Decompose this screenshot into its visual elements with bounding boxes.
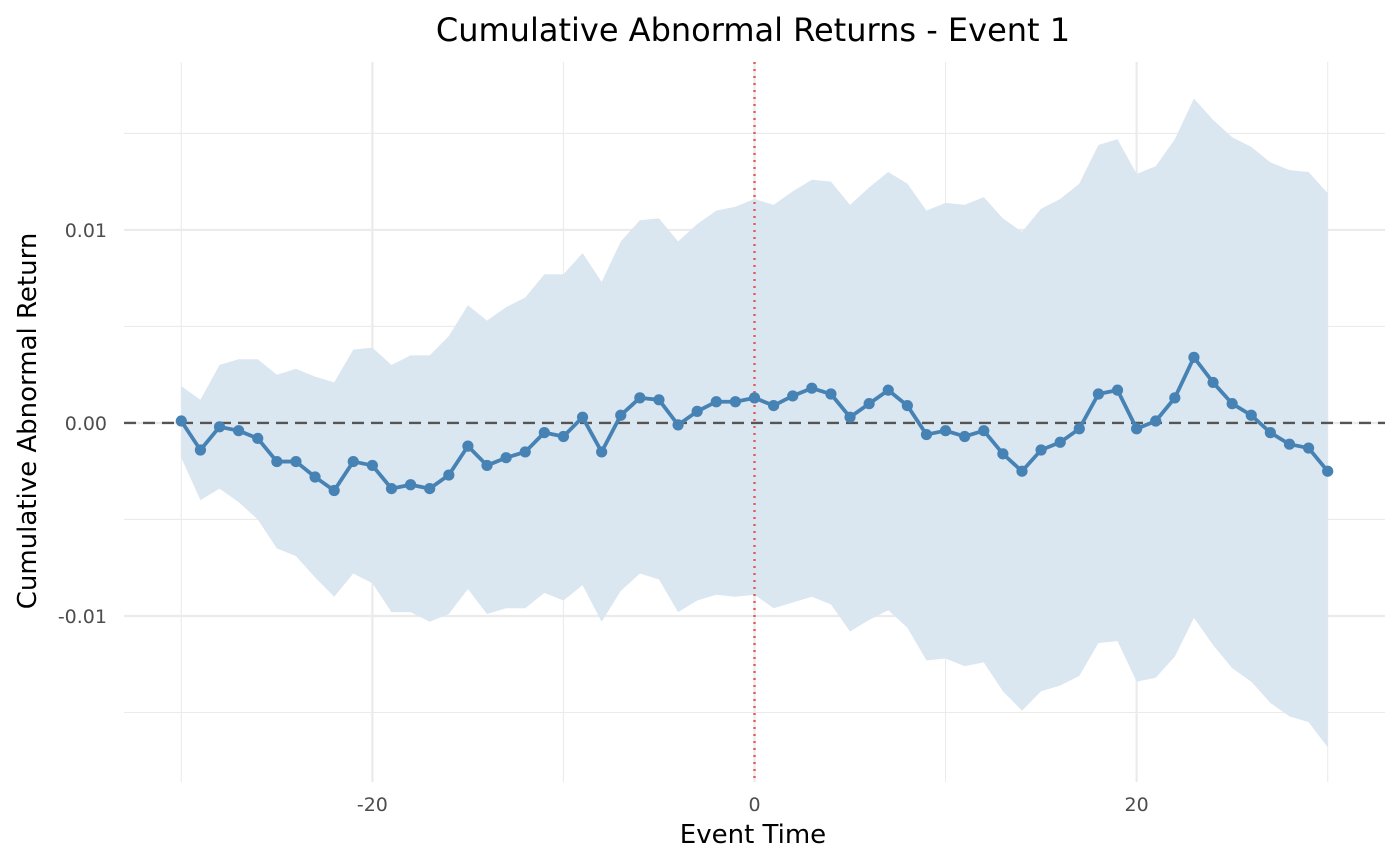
data-point [462, 440, 474, 452]
data-point [309, 471, 321, 483]
data-point [691, 405, 703, 417]
data-point [194, 444, 207, 456]
data-point [1131, 423, 1143, 435]
data-point [347, 455, 359, 468]
data-point [519, 446, 531, 458]
data-point [863, 398, 875, 410]
x-tick-label: 20 [1125, 794, 1149, 816]
data-point [290, 455, 302, 468]
data-point [424, 483, 436, 495]
data-point [844, 411, 856, 423]
data-point [1207, 376, 1219, 389]
data-point [481, 459, 493, 472]
data-point [729, 396, 741, 408]
data-point [882, 384, 894, 396]
data-point [576, 411, 589, 423]
data-point [920, 428, 933, 441]
x-tick-label: 0 [748, 794, 760, 816]
data-point [710, 396, 722, 408]
data-point [615, 409, 627, 421]
tick-labels: -20 0 20 -0.01 0.00 0.01 [58, 220, 1149, 816]
data-point [443, 469, 455, 481]
data-point [939, 425, 952, 437]
data-point [252, 432, 264, 445]
data-point [328, 484, 340, 497]
data-point [213, 421, 226, 433]
data-point [596, 446, 608, 458]
data-point [538, 427, 550, 439]
data-point [959, 430, 971, 443]
data-point [825, 388, 837, 400]
data-point [233, 425, 245, 437]
x-axis-title: Event Time [680, 820, 826, 850]
chart-title: Cumulative Abnormal Returns - Event 1 [436, 11, 1070, 49]
data-point [1188, 351, 1200, 363]
data-point [1245, 409, 1257, 421]
data-point [1035, 444, 1047, 456]
data-point [1169, 392, 1181, 404]
data-point [634, 392, 646, 404]
data-point [1111, 384, 1124, 396]
data-point [748, 392, 761, 404]
y-tick-label: 0.01 [65, 220, 107, 242]
data-point [1073, 423, 1085, 435]
data-point [1302, 442, 1315, 454]
y-tick-label: -0.01 [58, 606, 107, 628]
data-point [1016, 465, 1028, 477]
data-point [787, 390, 799, 402]
data-point [1092, 388, 1105, 400]
y-axis-title: Cumulative Abnormal Return [13, 233, 43, 610]
data-point [997, 448, 1009, 460]
data-point [385, 483, 398, 495]
reference-lines [124, 62, 1385, 782]
data-point [366, 459, 378, 472]
data-point [768, 399, 780, 412]
data-point [672, 419, 684, 431]
data-point [1226, 398, 1238, 410]
data-point [1150, 415, 1162, 427]
data-point [1264, 427, 1276, 439]
data-point [175, 415, 187, 427]
data-point [500, 452, 512, 464]
data-point [1054, 436, 1066, 448]
data-point [1283, 438, 1296, 450]
data-point [404, 479, 417, 491]
data-point [1322, 465, 1334, 477]
data-point [978, 425, 990, 437]
data-point [271, 455, 283, 468]
data-point [901, 399, 913, 412]
series-layer [175, 351, 1334, 497]
data-point [806, 382, 818, 394]
data-point [557, 430, 570, 443]
data-point [653, 394, 665, 406]
x-tick-label: -20 [357, 794, 388, 816]
y-tick-label: 0.00 [65, 413, 107, 435]
